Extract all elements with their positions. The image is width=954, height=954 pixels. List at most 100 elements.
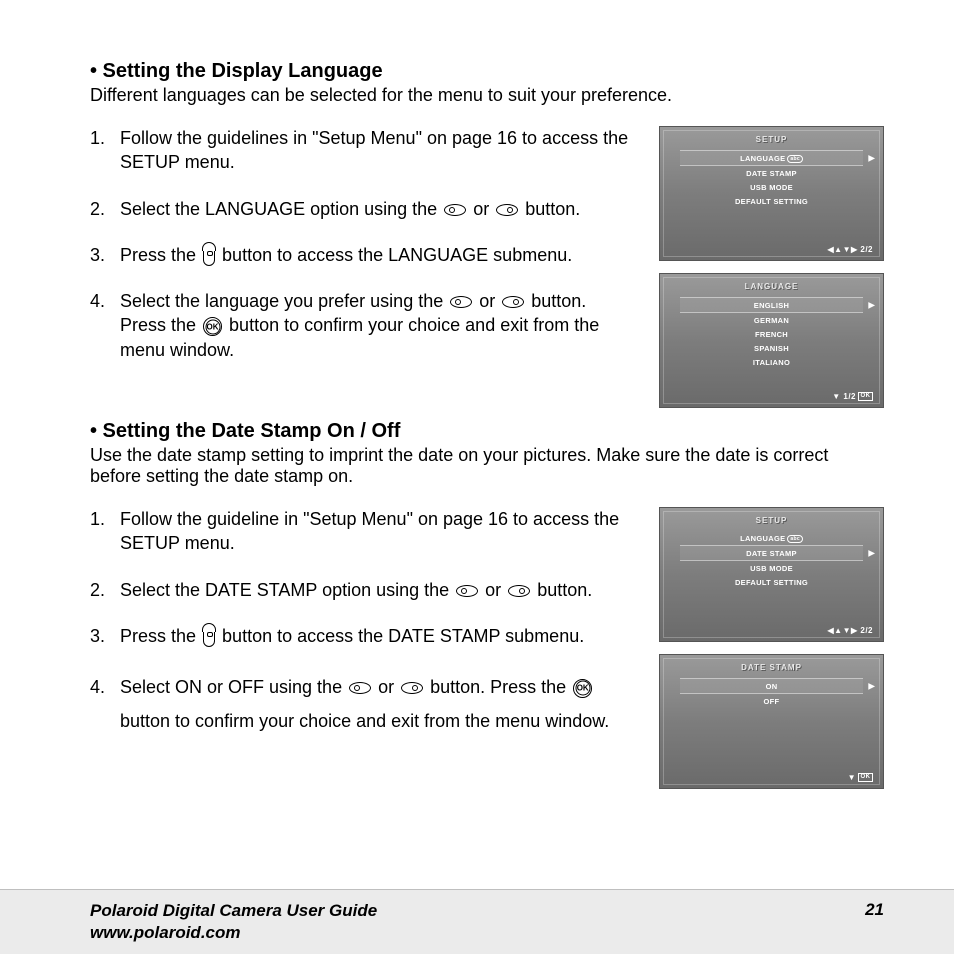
screen-title: LANGUAGE (666, 282, 877, 291)
text-fragment: button to confirm your choice and exit f… (120, 711, 609, 731)
step-text: Press the button to access the LANGUAGE … (120, 243, 629, 267)
screen-footer: ◀▲▼▶ 2/2 (828, 626, 873, 635)
step-text: Select ON or OFF using the or button. Pr… (120, 670, 629, 738)
screen-list: LANGUAGEabc▶DATE STAMPUSB MODEDEFAULT SE… (666, 150, 877, 208)
step-num: 3. (90, 243, 120, 267)
text-fragment: button to access the DATE STAMP submenu. (217, 626, 584, 646)
section1-title: • Setting the Display Language (90, 60, 884, 83)
screen-language: LANGUAGE ENGLISH▶GERMANFRENCHSPANISHITALI… (659, 273, 884, 408)
text-fragment: Press the (120, 626, 201, 646)
text-fragment: or (474, 291, 500, 311)
step-text: Select the LANGUAGE option using the or … (120, 197, 629, 221)
screen-item: ITALIANO (684, 355, 859, 369)
up-button-icon (349, 682, 371, 694)
screen-item: ENGLISH▶ (680, 297, 863, 313)
footer-nav-icon: ▼ (848, 773, 856, 782)
selection-arrow-icon: ▶ (869, 549, 875, 558)
page-number: 21 (865, 900, 884, 954)
ok-badge-icon: OK (858, 773, 873, 782)
screen-footer: ▼ OK (848, 773, 873, 782)
step-num: 2. (90, 197, 120, 221)
text-fragment: Select the LANGUAGE option using the (120, 199, 442, 219)
screen-item: USB MODE (684, 561, 859, 575)
text-fragment: button. Press the (425, 677, 571, 697)
section1-screens: SETUP LANGUAGE abc ▶ DATE STAMPUSB MODEDEFAU… (659, 126, 884, 408)
section2-screens: SETUPLANGUAGEabcDATE STAMP▶USB MODEDEFAU… (659, 507, 884, 789)
down-button-icon (496, 204, 518, 216)
down-button-icon (401, 682, 423, 694)
step-2-2: 2. Select the DATE STAMP option using th… (90, 578, 629, 602)
step-text: Follow the guideline in "Setup Menu" on … (120, 507, 629, 556)
menu-button-icon (203, 627, 215, 647)
screen-list: ON▶OFF (666, 678, 877, 708)
screen-title: DATE STAMP (666, 663, 877, 672)
step-num: 1. (90, 126, 120, 175)
step-1-4: 4. Select the language you prefer using … (90, 289, 629, 362)
step-num: 4. (90, 289, 120, 362)
step-2-3: 3. Press the button to access the DATE S… (90, 624, 629, 648)
screen-item: DEFAULT SETTING (684, 194, 859, 208)
screen-list: LANGUAGEabcDATE STAMP▶USB MODEDEFAULT SE… (666, 531, 877, 589)
down-button-icon (508, 585, 530, 597)
text-fragment: or (373, 677, 399, 697)
screen-setup-2: SETUP LANGUAGEabcDATE STAMP▶USB MODEDEFAU… (659, 507, 884, 642)
screen-footer: ▼ 1/2 OK (832, 392, 873, 401)
selection-arrow-icon: ▶ (869, 154, 875, 163)
text-fragment: button. (520, 199, 580, 219)
section2-intro: Use the date stamp setting to imprint th… (90, 445, 884, 487)
section2-steps: 1. Follow the guideline in "Setup Menu" … (90, 507, 629, 789)
text-fragment: button to access the LANGUAGE submenu. (217, 245, 572, 265)
text-fragment: Select the DATE STAMP option using the (120, 580, 454, 600)
footer-left: Polaroid Digital Camera User Guide www.p… (90, 900, 377, 954)
step-text: Press the button to access the DATE STAM… (120, 624, 629, 648)
screen-item: DATE STAMP (684, 166, 859, 180)
step-text: Select the language you prefer using the… (120, 289, 629, 362)
text-fragment: Press the (120, 245, 201, 265)
selection-arrow-icon: ▶ (869, 301, 875, 310)
screen-item: ON▶ (680, 678, 863, 694)
step-2-4: 4. Select ON or OFF using the or button.… (90, 670, 629, 738)
screen-item: DATE STAMP▶ (680, 545, 863, 561)
screen-item: OFF (684, 694, 859, 708)
footer-nav-icon: ▼ 1/2 (832, 392, 856, 401)
selection-arrow-icon: ▶ (869, 682, 875, 691)
text-fragment: button. (532, 580, 592, 600)
page-footer: Polaroid Digital Camera User Guide www.p… (0, 890, 954, 954)
text-fragment: Select the language you prefer using the (120, 291, 448, 311)
text-fragment: Select ON or OFF using the (120, 677, 347, 697)
screen-item: FRENCH (684, 327, 859, 341)
screen-item: SPANISH (684, 341, 859, 355)
step-1-2: 2. Select the LANGUAGE option using the … (90, 197, 629, 221)
text-fragment: or (468, 199, 494, 219)
abc-badge-icon: abc (787, 535, 803, 543)
step-text: Select the DATE STAMP option using the o… (120, 578, 629, 602)
abc-badge-icon: abc (787, 155, 803, 163)
step-1-3: 3. Press the button to access the LANGUA… (90, 243, 629, 267)
screen-list: ENGLISH▶GERMANFRENCHSPANISHITALIANO (666, 297, 877, 369)
screen-item: DEFAULT SETTING (684, 575, 859, 589)
screen-title: SETUP (666, 516, 877, 525)
section2-row: 1. Follow the guideline in "Setup Menu" … (90, 507, 884, 789)
section1-row: 1. Follow the guidelines in "Setup Menu"… (90, 126, 884, 408)
screen-item: USB MODE (684, 180, 859, 194)
screen-item: LANGUAGEabc (684, 531, 859, 545)
menu-button-icon (203, 246, 215, 266)
ok-button-icon (203, 317, 222, 336)
screen-footer: ◀▲▼▶ 2/2 (828, 245, 873, 254)
footer-title: Polaroid Digital Camera User Guide (90, 900, 377, 922)
ok-button-icon (573, 679, 592, 698)
up-button-icon (456, 585, 478, 597)
screen-item: GERMAN (684, 313, 859, 327)
up-button-icon (444, 204, 466, 216)
step-num: 4. (90, 670, 120, 738)
section1-intro: Different languages can be selected for … (90, 85, 884, 106)
step-num: 3. (90, 624, 120, 648)
screen-datestamp: DATE STAMP ON▶OFF ▼ OK (659, 654, 884, 789)
step-2-1: 1. Follow the guideline in "Setup Menu" … (90, 507, 629, 556)
footer-url: www.polaroid.com (90, 922, 377, 944)
step-num: 1. (90, 507, 120, 556)
screen-setup-1: SETUPLANGUAGEabc▶DATE STAMPUSB MODEDEFAU… (659, 126, 884, 261)
step-text: Follow the guidelines in "Setup Menu" on… (120, 126, 629, 175)
screen-title: SETUP (666, 135, 877, 144)
step-1-1: 1. Follow the guidelines in "Setup Menu"… (90, 126, 629, 175)
